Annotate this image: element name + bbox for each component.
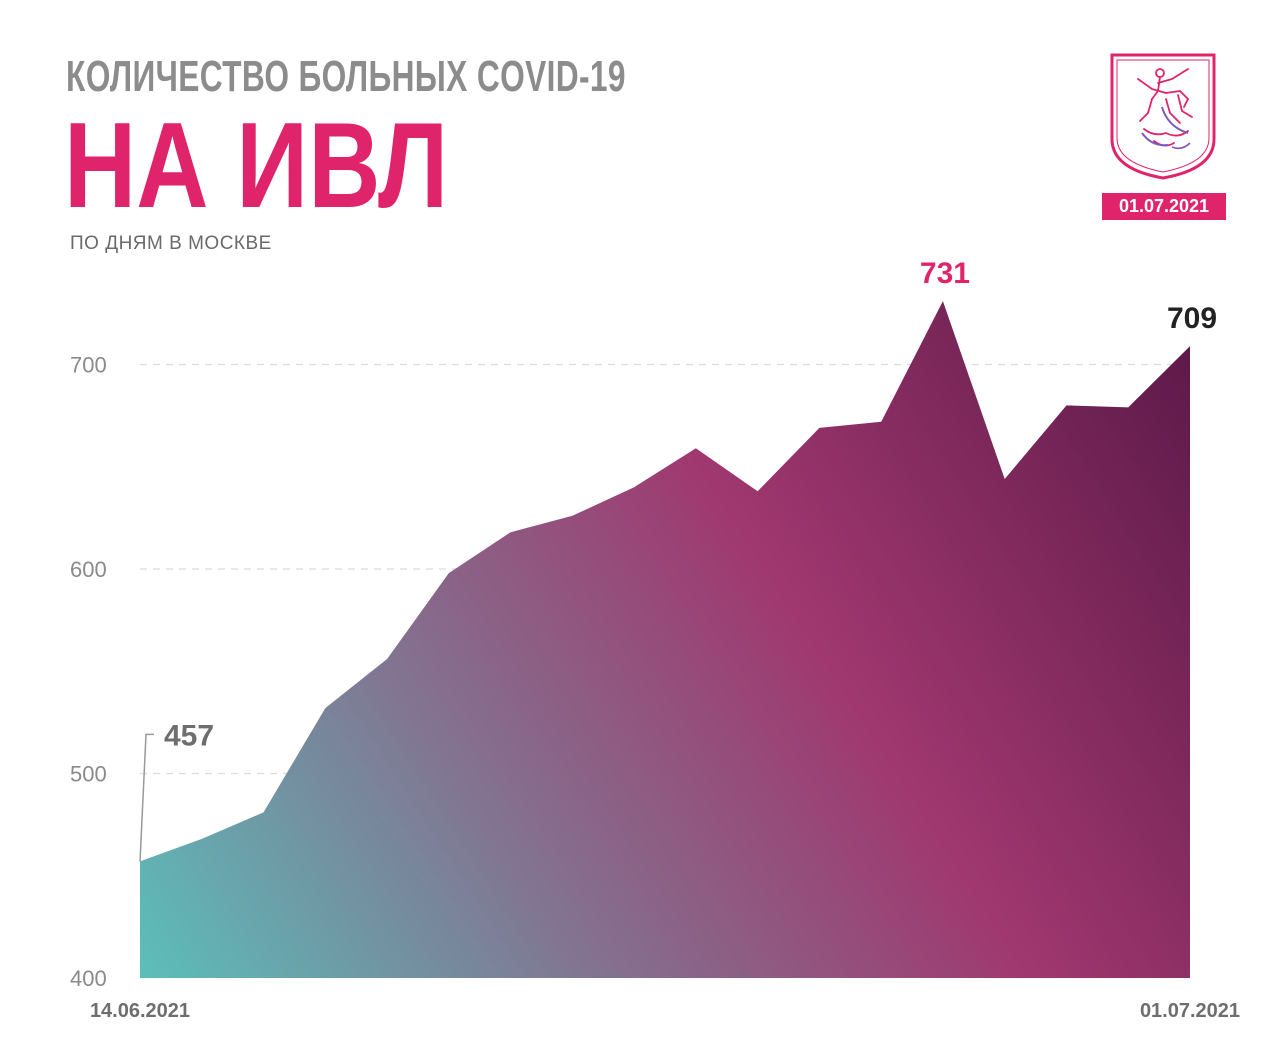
chart-subtitle: ПО ДНЯМ В МОСКВЕ (70, 233, 272, 254)
first-value-callout (139, 733, 154, 862)
chart-title-main: НА ИВЛ (64, 97, 449, 233)
data-area (140, 301, 1190, 979)
data-labels: 457 731 709 (164, 257, 1217, 752)
y-tick-label: 400 (70, 966, 107, 991)
data-label: 457 (164, 719, 214, 752)
chart-title: КОЛИЧЕСТВО БОЛЬНЫХ COVID-19 (66, 52, 626, 101)
moscow-coat-of-arms-icon (1110, 53, 1216, 180)
data-label: 709 (1167, 302, 1217, 335)
callout-bracket (139, 733, 154, 862)
x-tick-label-start: 14.06.2021 (90, 1000, 190, 1022)
y-axis-ticks: 400 500 600 700 (70, 353, 107, 992)
x-tick-label-end: 01.07.2021 (1140, 1000, 1240, 1022)
data-label: 731 (920, 257, 970, 290)
date-badge: 01.07.2021 (1102, 193, 1226, 220)
y-tick-label: 600 (70, 557, 107, 582)
y-tick-label: 700 (70, 353, 107, 378)
y-tick-label: 500 (70, 762, 107, 787)
